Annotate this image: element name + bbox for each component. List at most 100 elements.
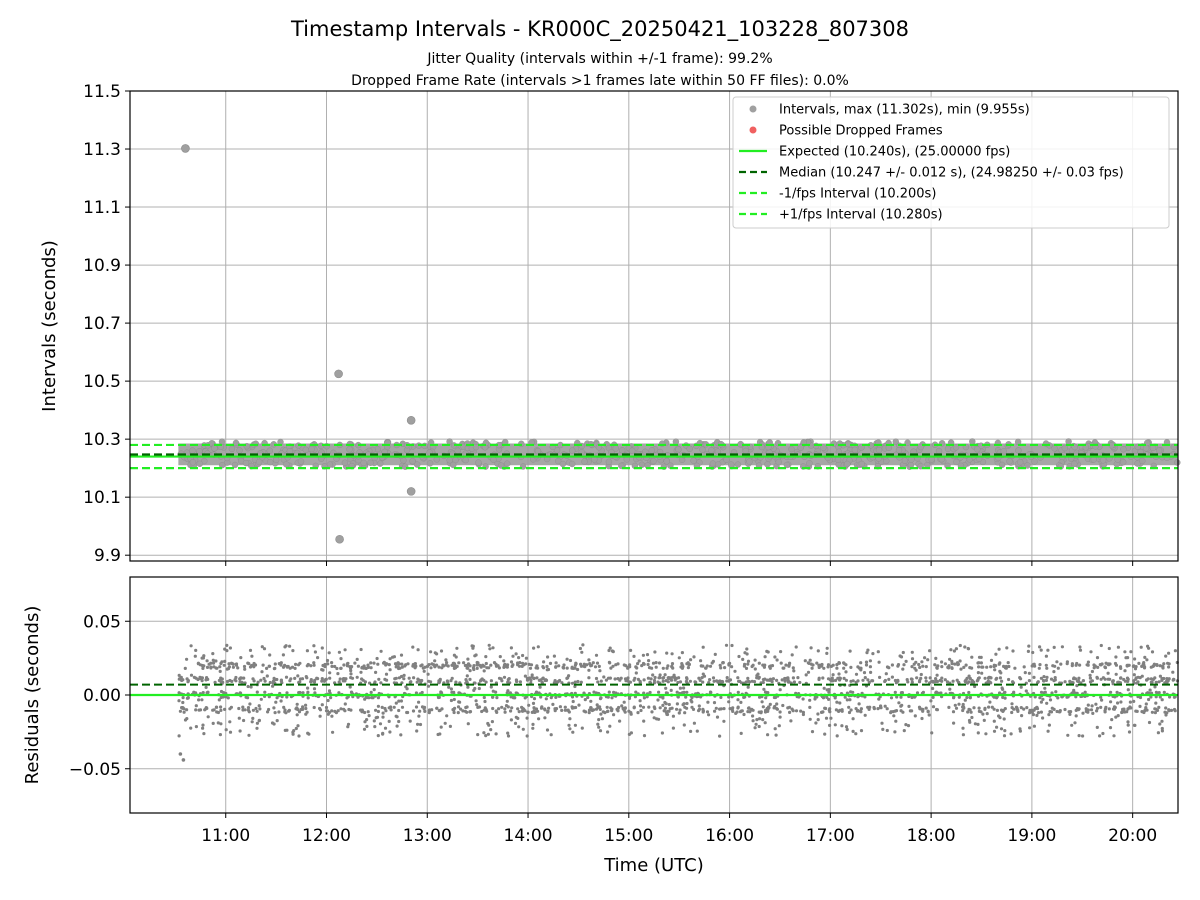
- residual-point: [419, 664, 423, 668]
- residual-point: [400, 665, 404, 669]
- residual-point: [1011, 680, 1015, 684]
- residual-point: [893, 678, 898, 683]
- residual-point: [1168, 695, 1172, 699]
- interval-point: [242, 459, 250, 467]
- residual-point: [958, 643, 962, 648]
- residual-point: [606, 730, 610, 734]
- interval-point: [1000, 448, 1007, 455]
- residual-point: [537, 678, 542, 683]
- residual-point: [343, 679, 347, 683]
- residual-point: [544, 697, 548, 701]
- residual-point: [291, 649, 295, 653]
- residual-point: [241, 705, 245, 709]
- residual-point: [736, 690, 740, 695]
- residual-point: [669, 688, 673, 693]
- residual-point: [801, 712, 806, 717]
- residual-point: [608, 646, 612, 650]
- x-tick-label: 13:00: [403, 826, 452, 846]
- residual-point: [1137, 661, 1141, 666]
- residual-point: [647, 666, 652, 670]
- residual-point: [1053, 664, 1057, 668]
- residual-point: [742, 712, 746, 717]
- residual-point: [477, 686, 481, 691]
- residual-point: [251, 716, 255, 721]
- residual-point: [708, 690, 713, 694]
- residual-point: [868, 665, 873, 669]
- residual-point: [910, 657, 915, 661]
- residual-point: [725, 676, 729, 680]
- residual-point: [915, 691, 920, 695]
- intervals-y-tick-label: 10.9: [83, 256, 121, 276]
- residual-point: [500, 679, 504, 683]
- residual-point: [194, 648, 198, 653]
- residual-point: [1086, 660, 1090, 664]
- residual-point: [1089, 650, 1093, 654]
- residual-point: [1039, 676, 1043, 680]
- residual-point: [530, 673, 534, 677]
- residual-point: [466, 722, 470, 726]
- residual-point: [723, 666, 727, 670]
- residual-point: [647, 705, 651, 709]
- residual-point: [246, 661, 250, 665]
- residual-point: [1000, 679, 1004, 683]
- residual-point: [211, 721, 215, 726]
- residual-point: [330, 661, 334, 665]
- residual-point: [399, 653, 404, 657]
- residual-point: [583, 698, 587, 702]
- residual-point: [794, 709, 799, 713]
- residual-point: [1156, 731, 1160, 735]
- residual-point: [513, 696, 517, 700]
- residual-point: [766, 733, 770, 737]
- residual-point: [1146, 691, 1150, 695]
- residual-point: [1003, 690, 1007, 694]
- residual-point: [563, 705, 567, 709]
- legend-entry-label: Intervals, max (11.302s), min (9.955s): [779, 103, 1030, 118]
- residual-point: [847, 705, 851, 709]
- residual-point: [1158, 722, 1162, 726]
- residual-point: [844, 670, 848, 674]
- interval-point: [297, 458, 305, 465]
- residual-point: [616, 709, 620, 713]
- residual-point: [326, 662, 330, 666]
- residual-point: [453, 706, 457, 710]
- residual-point: [433, 659, 437, 663]
- residual-point: [379, 681, 383, 685]
- residual-point: [177, 673, 181, 678]
- residual-point: [910, 695, 914, 700]
- residual-point: [370, 696, 374, 700]
- residual-point: [702, 674, 707, 678]
- residual-point: [781, 666, 785, 670]
- residual-point: [626, 676, 630, 680]
- residual-point: [598, 705, 602, 709]
- residual-point: [182, 710, 186, 714]
- interval-point: [346, 446, 353, 453]
- residual-point: [877, 697, 881, 701]
- residual-point: [1003, 696, 1007, 700]
- residual-point: [1086, 703, 1090, 707]
- residual-point: [466, 685, 470, 689]
- residual-point: [943, 678, 947, 682]
- residual-point: [504, 664, 508, 668]
- residual-point: [985, 665, 989, 669]
- residual-point: [656, 680, 660, 684]
- residual-point: [840, 724, 844, 728]
- residual-point: [436, 732, 440, 737]
- residual-point: [977, 709, 982, 714]
- interval-point: [218, 462, 226, 469]
- residual-point: [835, 700, 839, 704]
- residual-point: [1049, 710, 1054, 714]
- residual-point: [1041, 678, 1046, 683]
- residual-point: [273, 662, 277, 666]
- residual-point: [1134, 709, 1138, 713]
- residual-point: [913, 714, 917, 718]
- residual-point: [1109, 690, 1113, 694]
- residual-point: [366, 710, 370, 714]
- residual-point: [831, 663, 835, 667]
- interval-outlier-point: [406, 415, 416, 425]
- interval-point: [1174, 459, 1181, 466]
- residual-point: [241, 708, 245, 712]
- residual-point: [927, 713, 931, 717]
- residual-point: [205, 706, 209, 711]
- residual-point: [200, 698, 204, 702]
- residual-point: [1157, 705, 1161, 710]
